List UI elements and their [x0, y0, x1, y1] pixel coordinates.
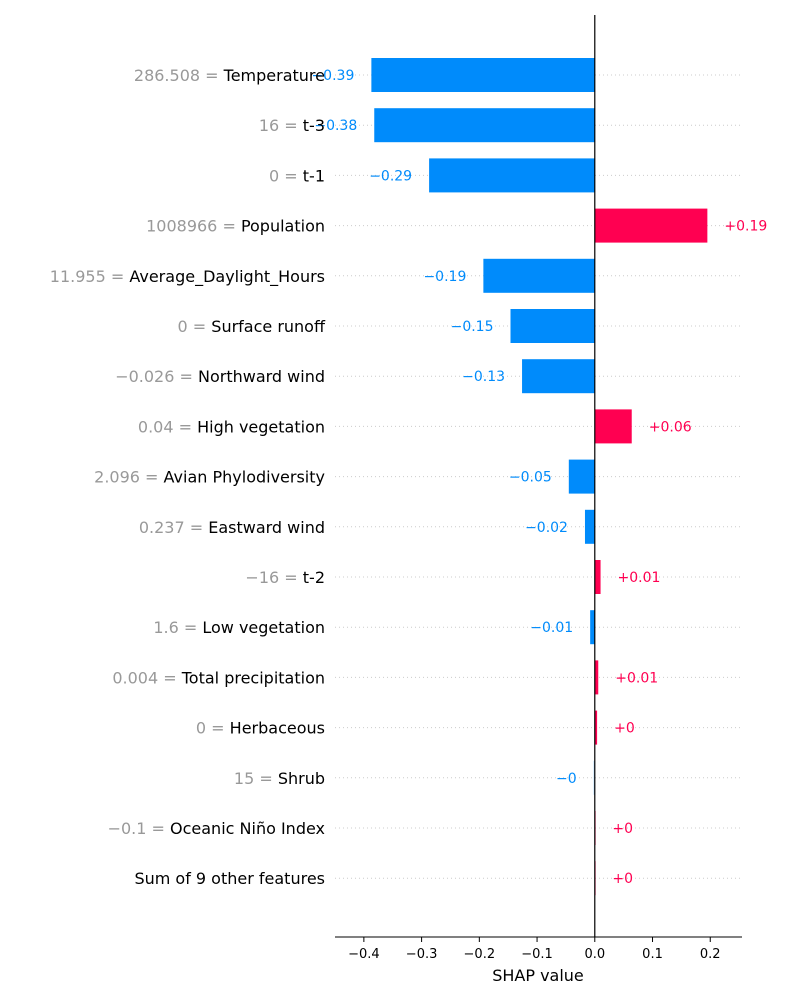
feature-label: 0 = t-1 [269, 166, 325, 185]
bar [371, 58, 595, 92]
bar-value-label: −0.13 [462, 369, 505, 385]
feature-value: 0 = [269, 166, 303, 185]
bar-value-label: +0.01 [618, 570, 661, 586]
feature-name: t-2 [303, 568, 325, 587]
feature-name: Low vegetation [202, 618, 325, 637]
bar-value-label: +0.19 [724, 219, 767, 235]
feature-name: Sum of 9 other features [134, 869, 325, 888]
bar [374, 108, 595, 143]
feature-value: 0.237 = [139, 518, 208, 537]
bar-value-label: −0.39 [311, 68, 354, 84]
bar-value-label: −0.19 [423, 269, 466, 285]
bar-value-label: −0.05 [509, 470, 552, 486]
bar [590, 610, 595, 645]
x-tick-label: −0.2 [464, 947, 496, 962]
feature-label: 1.6 = Low vegetation [153, 618, 325, 637]
bar-value-label: −0.15 [451, 319, 494, 335]
feature-name: Population [241, 217, 325, 236]
feature-name: Temperature [223, 66, 325, 85]
feature-value: 15 = [234, 769, 278, 788]
feature-name: Avian Phylodiversity [164, 468, 325, 487]
x-axis-title: SHAP value [492, 966, 584, 985]
bar [483, 258, 595, 293]
x-tick-label: 0.2 [700, 947, 721, 962]
feature-value: −0.026 = [115, 367, 198, 386]
bar-value-label: −0 [556, 771, 577, 787]
x-tick-label: −0.3 [406, 947, 438, 962]
x-tick-label: −0.1 [521, 947, 553, 962]
feature-label: 2.096 = Avian Phylodiversity [94, 468, 325, 487]
feature-value: −16 = [245, 568, 302, 587]
feature-label: −0.1 = Oceanic Niño Index [108, 819, 325, 838]
feature-label: −0.026 = Northward wind [115, 367, 325, 386]
feature-label: 0.04 = High vegetation [138, 417, 325, 436]
bar [522, 359, 595, 394]
bar-value-label: +0 [614, 721, 635, 737]
feature-label: 1008966 = Population [146, 217, 325, 236]
feature-value: 0 = [178, 317, 212, 336]
bar-value-labels: −0.39 −0.38 −0.29 +0.19 −0.19 −0.15 −0.13 +0.06… [311, 68, 767, 887]
feature-label: 0.237 = Eastward wind [139, 518, 325, 537]
feature-label: 11.955 = Average_Daylight_Hours [50, 267, 325, 287]
feature-label: 0 = Herbaceous [196, 719, 325, 738]
feature-label: 15 = Shrub [234, 769, 325, 788]
feature-label: 0.004 = Total precipitation [112, 668, 325, 687]
bar [594, 660, 599, 695]
bars [371, 58, 708, 896]
bar [568, 459, 595, 494]
bar [584, 509, 595, 544]
feature-value: 286.508 = [134, 66, 224, 85]
feature-name: Average_Daylight_Hours [129, 267, 325, 287]
feature-value: 0.04 = [138, 417, 197, 436]
feature-name: Total precipitation [181, 668, 325, 687]
feature-value: 16 = [259, 116, 303, 135]
x-axis: −0.4 −0.3 −0.2 −0.1 0.0 0.1 0.2 [335, 15, 742, 962]
feature-value: −0.1 = [108, 819, 170, 838]
x-tick-label: 0.1 [642, 947, 663, 962]
feature-name: t-1 [303, 166, 325, 185]
feature-value: 2.096 = [94, 468, 163, 487]
feature-name: Shrub [278, 769, 325, 788]
bar-value-label: +0.01 [615, 670, 658, 686]
bar-value-label: −0.02 [525, 520, 568, 536]
feature-label: 286.508 = Temperature [134, 66, 325, 85]
feature-value: 0.004 = [112, 668, 181, 687]
bar-value-label: −0.38 [314, 118, 357, 134]
bar [594, 409, 632, 444]
feature-name: t-3 [303, 116, 325, 135]
feature-name: Herbaceous [230, 719, 325, 738]
bar [429, 158, 595, 193]
feature-name: Northward wind [198, 367, 325, 386]
x-tick-label: −0.4 [348, 947, 380, 962]
feature-name: Oceanic Niño Index [170, 819, 325, 838]
feature-value: 1.6 = [153, 618, 202, 637]
feature-label: Sum of 9 other features [134, 869, 325, 888]
feature-name: High vegetation [197, 417, 325, 436]
feature-value: 0 = [196, 719, 230, 738]
bar-value-label: −0.29 [369, 168, 412, 184]
feature-label: 0 = Surface runoff [178, 317, 326, 336]
feature-label: −16 = t-2 [245, 568, 325, 587]
feature-name: Surface runoff [211, 317, 326, 336]
bar-value-label: +0.06 [649, 419, 692, 435]
bar-value-label: +0 [612, 871, 633, 887]
bar [594, 560, 601, 594]
bar [594, 208, 708, 243]
bar [594, 710, 598, 745]
bar-value-label: +0 [612, 821, 633, 837]
feature-labels: 286.508 = Temperature 16 = t-3 0 = t-1 1008… [50, 66, 326, 888]
x-tick-label: 0.0 [584, 947, 605, 962]
bar-value-label: −0.01 [530, 620, 573, 636]
feature-name: Eastward wind [208, 518, 325, 537]
bar [510, 309, 595, 343]
feature-value: 1008966 = [146, 217, 241, 236]
feature-value: 11.955 = [50, 267, 130, 286]
feature-label: 16 = t-3 [259, 116, 325, 135]
